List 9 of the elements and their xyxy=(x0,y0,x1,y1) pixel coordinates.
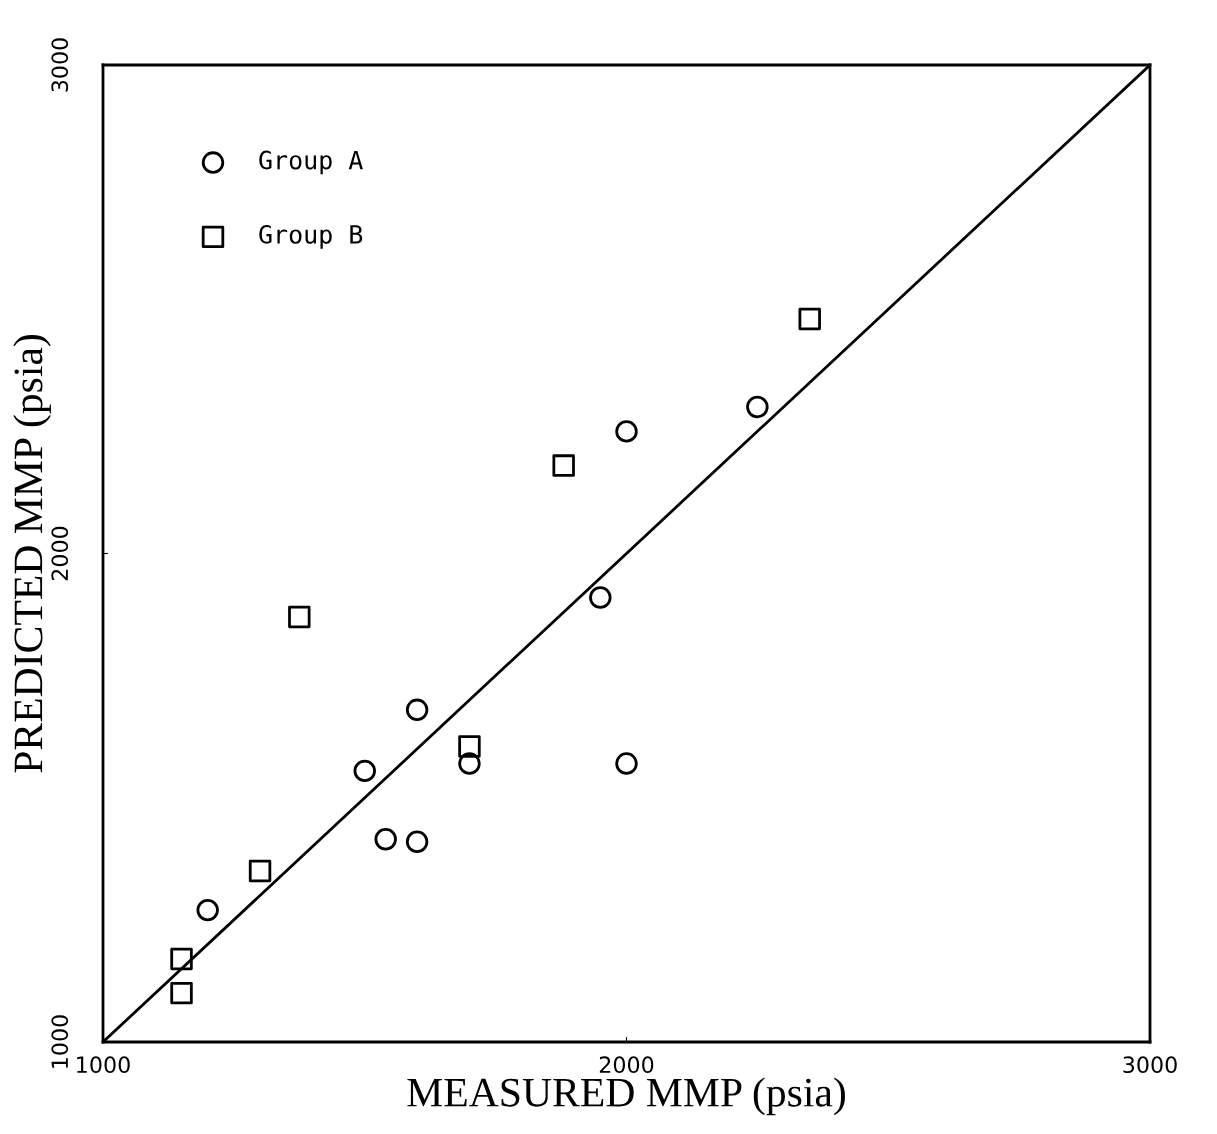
legend-label: Group B xyxy=(259,224,363,249)
x-tick-label: 2000 xyxy=(599,1056,654,1074)
y-tick-label: 2000 xyxy=(51,526,69,581)
x-axis-title: MEASURED MMP (psia) xyxy=(407,1077,845,1116)
y-axis-title: PREDICTED MMP (psia) xyxy=(13,335,51,773)
legend-label: Group A xyxy=(259,150,363,175)
x-tick-label: 3000 xyxy=(1123,1056,1177,1074)
x-tick-label: 1000 xyxy=(77,1056,130,1074)
y-tick-label: 3000 xyxy=(51,38,69,92)
